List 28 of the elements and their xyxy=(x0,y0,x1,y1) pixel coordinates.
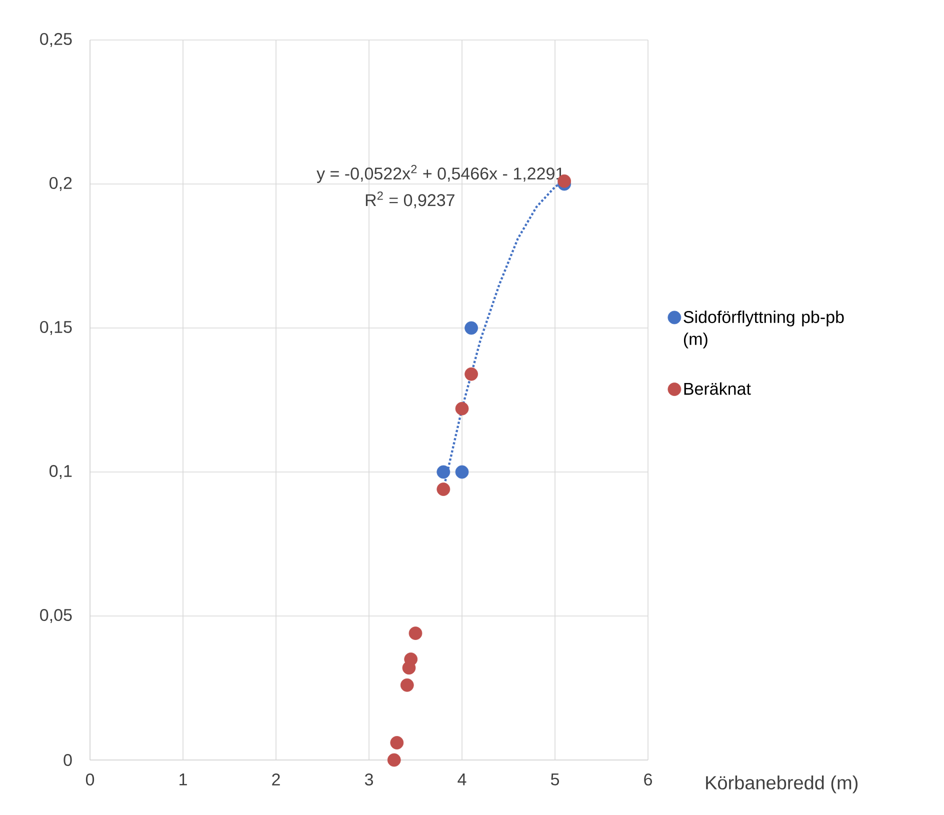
point xyxy=(464,321,478,335)
point xyxy=(436,482,450,496)
point xyxy=(436,465,450,479)
point xyxy=(408,626,422,640)
point xyxy=(455,465,469,479)
y-tick-label: 0,2 xyxy=(50,176,72,192)
point xyxy=(464,367,478,381)
y-tick-label: 0,1 xyxy=(50,464,72,480)
x-tick-label: 2 xyxy=(272,774,280,786)
point xyxy=(400,678,414,692)
x-tick-label: 0 xyxy=(86,774,94,786)
x-tick-label: 3 xyxy=(364,774,373,786)
point xyxy=(387,753,401,767)
x-axis-title: Körbanebredd (m) xyxy=(706,776,858,794)
point xyxy=(402,661,416,675)
legend-label: Beräknat xyxy=(684,382,751,395)
legend-label: Sidoförflyttning pb-pb (m) xyxy=(684,310,844,348)
x-tick-label: 1 xyxy=(180,774,187,786)
x-tick-label: 5 xyxy=(550,774,560,786)
x-tick-label: 4 xyxy=(458,774,466,786)
y-tick-label: 0,15 xyxy=(40,320,72,336)
y-tick-label: 0 xyxy=(64,754,72,766)
point xyxy=(455,402,469,416)
annotation: R$^{2}$ = 0,9237 xyxy=(366,191,454,208)
y-tick-label: 0,05 xyxy=(40,608,72,624)
y-tick-label: 0,25 xyxy=(40,32,72,48)
point xyxy=(390,736,404,750)
x-tick-label: 6 xyxy=(644,774,652,786)
